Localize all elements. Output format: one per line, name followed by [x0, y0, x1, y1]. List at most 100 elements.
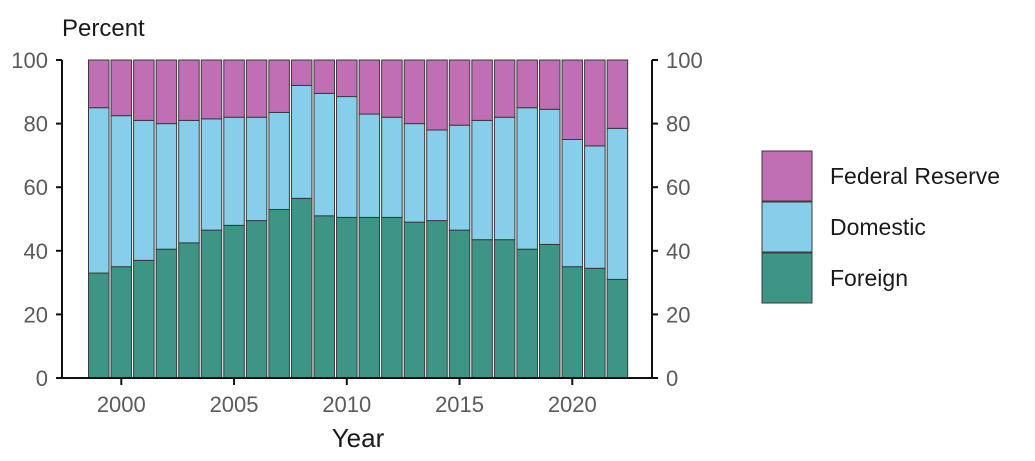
y-tick-label-right: 80 — [666, 112, 690, 137]
bar-domestic-2005 — [223, 116, 245, 226]
bar-domestic-2022 — [606, 127, 629, 280]
legend-label-foreign: Foreign — [830, 265, 908, 291]
bar-domestic-2001 — [133, 119, 155, 261]
bar-foreign-2006 — [245, 220, 268, 379]
bar-domestic-2003 — [178, 119, 200, 244]
bar-federal-reserve-2000 — [110, 59, 133, 117]
y-tick-label-left: 20 — [24, 302, 48, 327]
bar-federal-reserve-2022 — [606, 59, 629, 129]
bar-domestic-2016 — [471, 119, 493, 241]
bar-domestic-2013 — [403, 123, 426, 223]
bar-domestic-2000 — [110, 115, 133, 268]
bar-domestic-2018 — [516, 107, 538, 250]
x-tick-label: 2010 — [322, 392, 371, 417]
bar-domestic-1999 — [88, 107, 110, 274]
x-tick-label: 2015 — [435, 392, 484, 417]
bar-federal-reserve-2010 — [336, 59, 358, 98]
bar-domestic-2017 — [493, 116, 516, 241]
bar-foreign-2007 — [268, 208, 290, 379]
bar-foreign-2001 — [133, 259, 155, 379]
bar-domestic-2007 — [268, 111, 290, 210]
bar-foreign-2012 — [381, 216, 403, 379]
legend-swatch-federal-reserve — [761, 150, 813, 202]
bar-foreign-2004 — [200, 229, 223, 379]
bar-domestic-2019 — [539, 108, 561, 245]
y-tick-label-right: 100 — [666, 48, 703, 73]
x-axis-title: Year — [332, 423, 385, 453]
bar-foreign-2002 — [155, 248, 178, 379]
bar-federal-reserve-2005 — [223, 59, 245, 118]
bar-foreign-2008 — [290, 197, 313, 379]
bar-foreign-1999 — [88, 272, 110, 379]
x-tick-label: 2020 — [548, 392, 597, 417]
legend-label-federal-reserve: Federal Reserve — [830, 163, 1000, 189]
legend-label-domestic: Domestic — [830, 214, 926, 240]
y-tick-label-right: 0 — [666, 366, 678, 391]
bar-federal-reserve-2001 — [133, 59, 155, 121]
bar-domestic-2009 — [313, 92, 335, 217]
y-axis-title: Percent — [62, 15, 145, 42]
bar-federal-reserve-2013 — [403, 59, 426, 125]
x-tick-label: 2005 — [210, 392, 259, 417]
bar-domestic-2015 — [448, 124, 471, 231]
bar-domestic-2006 — [245, 116, 268, 222]
x-tick-label: 2000 — [97, 392, 146, 417]
bar-domestic-2002 — [155, 123, 178, 250]
bar-federal-reserve-2018 — [516, 59, 538, 109]
bar-federal-reserve-2017 — [493, 59, 516, 118]
y-tick-label-right: 40 — [666, 239, 690, 264]
bar-federal-reserve-2015 — [448, 59, 471, 126]
bar-domestic-2020 — [561, 139, 584, 268]
bar-domestic-2008 — [290, 84, 313, 199]
bar-foreign-2014 — [426, 220, 448, 379]
bar-federal-reserve-2003 — [178, 59, 200, 121]
bar-federal-reserve-2006 — [245, 59, 268, 118]
bar-foreign-2021 — [584, 267, 606, 379]
bar-foreign-2020 — [561, 266, 584, 379]
bar-foreign-2018 — [516, 248, 538, 379]
bars-group — [88, 59, 629, 379]
bar-foreign-2010 — [336, 216, 358, 379]
bar-domestic-2014 — [426, 129, 448, 222]
bar-federal-reserve-2004 — [200, 59, 223, 120]
bar-foreign-2013 — [403, 221, 426, 379]
legend-swatch-foreign — [761, 252, 813, 304]
legend-swatch-domestic — [761, 201, 813, 253]
bar-foreign-2003 — [178, 242, 200, 379]
bar-foreign-2009 — [313, 215, 335, 379]
bar-federal-reserve-2014 — [426, 59, 448, 131]
bar-foreign-2017 — [493, 239, 516, 379]
bar-foreign-2022 — [606, 278, 629, 379]
bar-foreign-2019 — [539, 243, 561, 379]
bar-federal-reserve-2019 — [539, 59, 561, 110]
bar-federal-reserve-2016 — [471, 59, 493, 121]
bar-foreign-2015 — [448, 229, 471, 379]
bar-domestic-2011 — [358, 113, 381, 218]
bar-federal-reserve-1999 — [88, 59, 110, 109]
bar-federal-reserve-2012 — [381, 59, 403, 118]
bar-federal-reserve-2009 — [313, 59, 335, 94]
bar-domestic-2010 — [336, 96, 358, 218]
bar-foreign-2000 — [110, 266, 133, 379]
bar-foreign-2016 — [471, 239, 493, 379]
bar-federal-reserve-2007 — [268, 59, 290, 113]
y-tick-label-right: 60 — [666, 175, 690, 200]
bar-federal-reserve-2011 — [358, 59, 381, 115]
y-tick-label-left: 80 — [24, 112, 48, 137]
bar-foreign-2011 — [358, 216, 381, 379]
legend: Federal Reserve Domestic Foreign — [761, 150, 1000, 304]
bar-federal-reserve-2008 — [290, 59, 313, 86]
bar-domestic-2004 — [200, 118, 223, 231]
y-tick-label-left: 40 — [24, 239, 48, 264]
bar-domestic-2021 — [584, 145, 606, 269]
bar-federal-reserve-2021 — [584, 59, 606, 147]
bar-federal-reserve-2020 — [561, 59, 584, 140]
y-tick-label-right: 20 — [666, 302, 690, 327]
bar-foreign-2005 — [223, 224, 245, 379]
y-tick-label-left: 100 — [11, 48, 48, 73]
y-tick-label-left: 0 — [36, 366, 48, 391]
bar-federal-reserve-2002 — [155, 59, 178, 125]
bar-domestic-2012 — [381, 116, 403, 218]
